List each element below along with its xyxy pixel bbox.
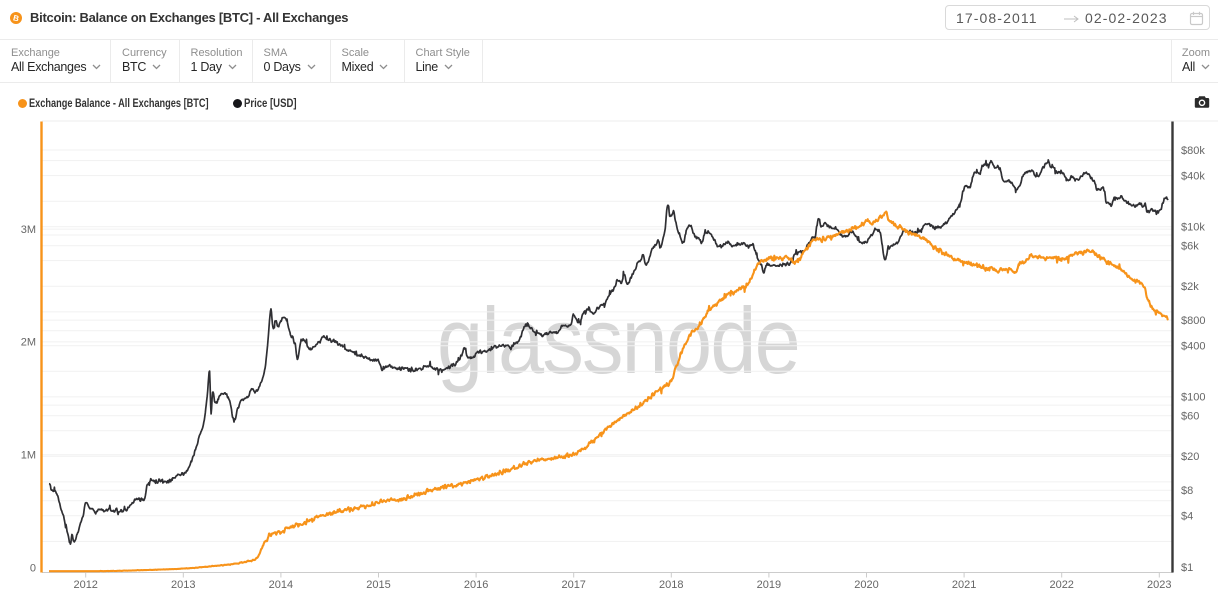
svg-text:$40k: $40k (1181, 170, 1205, 182)
svg-text:2012: 2012 (73, 579, 97, 591)
svg-text:$4: $4 (1181, 511, 1193, 523)
svg-text:$80k: $80k (1181, 145, 1205, 157)
svg-text:3M: 3M (21, 224, 36, 236)
svg-text:$8: $8 (1181, 485, 1193, 497)
svg-text:2016: 2016 (464, 579, 488, 591)
svg-text:B: B (12, 13, 20, 23)
svg-text:$1: $1 (1181, 562, 1193, 574)
svg-text:$6k: $6k (1181, 241, 1199, 253)
svg-text:$20: $20 (1181, 451, 1199, 463)
svg-text:$60: $60 (1181, 411, 1199, 423)
svg-text:2022: 2022 (1049, 579, 1073, 591)
svg-text:$10k: $10k (1181, 222, 1205, 234)
svg-text:2017: 2017 (561, 579, 585, 591)
svg-text:1M: 1M (21, 450, 36, 462)
svg-text:glassnode: glassnode (437, 288, 799, 393)
svg-text:$100: $100 (1181, 392, 1205, 404)
svg-text:2018: 2018 (659, 579, 683, 591)
svg-text:2M: 2M (21, 337, 36, 349)
svg-text:0: 0 (30, 562, 36, 574)
svg-text:2021: 2021 (952, 579, 976, 591)
svg-text:2023: 2023 (1147, 579, 1171, 591)
svg-text:2015: 2015 (366, 579, 390, 591)
svg-text:2020: 2020 (854, 579, 878, 591)
svg-text:2013: 2013 (171, 579, 195, 591)
svg-text:2014: 2014 (269, 579, 293, 591)
svg-text:2019: 2019 (757, 579, 781, 591)
svg-text:$400: $400 (1181, 341, 1205, 353)
svg-text:$800: $800 (1181, 315, 1205, 327)
svg-text:$2k: $2k (1181, 281, 1199, 293)
